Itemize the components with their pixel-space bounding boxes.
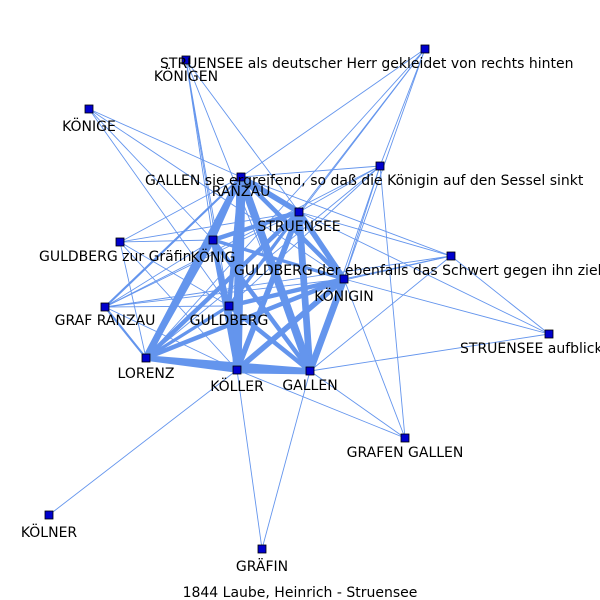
edge-struensee_herr-koenigin bbox=[343, 48, 426, 280]
node-koenige bbox=[84, 104, 94, 114]
node-label-graf_ranzau: GRAF RANZAU bbox=[55, 313, 156, 329]
edge-struensee-struensee_aufblickend bbox=[298, 211, 550, 335]
node-struensee_aufblickend bbox=[544, 329, 554, 339]
edge-ranzau-gallen bbox=[237, 173, 314, 375]
node-guldberg_schwert bbox=[446, 251, 456, 261]
node-label-koeller: KÖLLER bbox=[210, 377, 264, 395]
node-label-gallen: GALLEN bbox=[282, 378, 337, 394]
node-label-guldberg: GULDBERG bbox=[190, 313, 269, 329]
edge-guldberg_schwert-struensee bbox=[298, 211, 452, 257]
edge-gallen-struensee_aufblickend bbox=[309, 333, 550, 372]
node-label-struensee_aufblickend: STRUENSEE aufblickend bbox=[460, 341, 600, 357]
node-label-grafen_gallen: GRAFEN GALLEN bbox=[347, 445, 464, 461]
edge-graf_ranzau-guldberg bbox=[104, 305, 230, 308]
graph-caption: 1844 Laube, Heinrich - Struensee bbox=[183, 585, 418, 600]
edge-guldberg_graefin-koenig bbox=[119, 239, 214, 243]
node-gallen bbox=[305, 366, 315, 376]
node-koenigen bbox=[181, 55, 191, 65]
node-koelner bbox=[44, 510, 54, 520]
node-label-guldberg_graefin: GULDBERG zur Gräfin bbox=[39, 249, 191, 265]
edge-struensee_herr-ranzau bbox=[240, 48, 426, 178]
edge-ranzau-koeller bbox=[232, 172, 246, 375]
node-label-koenigin: KÖNIGIN bbox=[314, 287, 374, 305]
node-ranzau bbox=[236, 172, 246, 182]
node-koenig bbox=[208, 235, 218, 245]
node-label-struensee: STRUENSEE bbox=[257, 219, 340, 235]
edge-struensee_herr-gallen_ergreifend bbox=[379, 48, 426, 167]
edge-layer bbox=[48, 48, 550, 550]
node-label-graefin: GRÄFIN bbox=[236, 557, 288, 575]
edge-struensee-koeller bbox=[234, 209, 302, 373]
node-label-koenig: KÖNIG bbox=[191, 248, 236, 266]
node-graf_ranzau bbox=[100, 302, 110, 312]
node-layer bbox=[44, 44, 554, 554]
node-guldberg bbox=[224, 301, 234, 311]
node-koenigin bbox=[339, 274, 349, 284]
edge-guldberg_graefin-struensee bbox=[119, 211, 300, 243]
edge-lorenz-graf_ranzau bbox=[103, 305, 148, 360]
node-label-koenige: KÖNIGE bbox=[62, 117, 116, 135]
label-layer: STRUENSEE als deutscher Herr gekleidet v… bbox=[21, 56, 600, 575]
edge-koeller-gallen bbox=[233, 366, 314, 375]
edge-koeller-grafen_gallen bbox=[236, 369, 406, 439]
edge-koenigin-guldberg bbox=[226, 276, 347, 309]
edge-graf_ranzau-koenig bbox=[104, 239, 214, 308]
node-label-koenigen: KÖNIGEN bbox=[154, 67, 218, 85]
node-label-ranzau: RANZAU bbox=[212, 184, 271, 200]
node-grafen_gallen bbox=[400, 433, 410, 443]
edge-koenigin-gallen bbox=[306, 275, 348, 375]
edge-gallen_ergreifend-grafen_gallen bbox=[379, 165, 406, 439]
edge-koenige-guldberg bbox=[88, 108, 230, 307]
edge-gallen_ergreifend-guldberg bbox=[228, 165, 381, 307]
node-label-struensee_herr: STRUENSEE als deutscher Herr gekleidet v… bbox=[160, 56, 573, 72]
edge-koenigin-struensee_aufblickend bbox=[343, 278, 550, 335]
edge-guldberg_schwert-struensee_aufblickend bbox=[450, 255, 550, 335]
node-label-koelner: KÖLNER bbox=[21, 523, 78, 541]
edge-koenige-ranzau bbox=[88, 108, 242, 178]
edge-ranzau-lorenz bbox=[142, 173, 245, 362]
edge-gallen_ergreifend-ranzau bbox=[240, 165, 381, 178]
edge-guldberg_graefin-lorenz bbox=[119, 241, 147, 359]
edge-guldberg_schwert-gallen bbox=[309, 255, 452, 372]
edge-struensee-koenigin bbox=[296, 209, 347, 282]
node-graefin bbox=[257, 544, 267, 554]
node-struensee_herr bbox=[420, 44, 430, 54]
edge-guldberg_schwert-ranzau bbox=[240, 176, 452, 257]
edge-guldberg_graefin-ranzau bbox=[119, 176, 242, 243]
edge-lorenz-guldberg bbox=[144, 304, 231, 360]
edge-graf_ranzau-koeller bbox=[104, 306, 238, 371]
edge-gallen-graefin bbox=[261, 370, 311, 550]
node-label-guldberg_schwert: GULDBERG der ebenfalls das Schwert gegen… bbox=[234, 263, 600, 279]
node-label-gallen_ergreifend: GALLEN sie ergreifend, so daß die Königi… bbox=[145, 173, 584, 189]
node-struensee bbox=[294, 207, 304, 217]
edge-koenige-koenig bbox=[88, 108, 214, 241]
edge-gallen-grafen_gallen bbox=[309, 370, 406, 439]
edge-ranzau-graf_ranzau bbox=[103, 175, 243, 309]
edge-struensee-gallen bbox=[295, 208, 314, 375]
node-gallen_ergreifend bbox=[375, 161, 385, 171]
edge-koenigen-struensee bbox=[185, 59, 300, 213]
edge-ranzau-struensee bbox=[238, 174, 302, 215]
node-lorenz bbox=[141, 353, 151, 363]
node-label-lorenz: LORENZ bbox=[118, 366, 175, 382]
node-guldberg_graefin bbox=[115, 237, 125, 247]
edge-koenigin-grafen_gallen bbox=[343, 278, 406, 439]
edge-koeller-koelner bbox=[48, 369, 238, 516]
edge-koeller-graefin bbox=[236, 369, 263, 550]
node-koeller bbox=[232, 365, 242, 375]
